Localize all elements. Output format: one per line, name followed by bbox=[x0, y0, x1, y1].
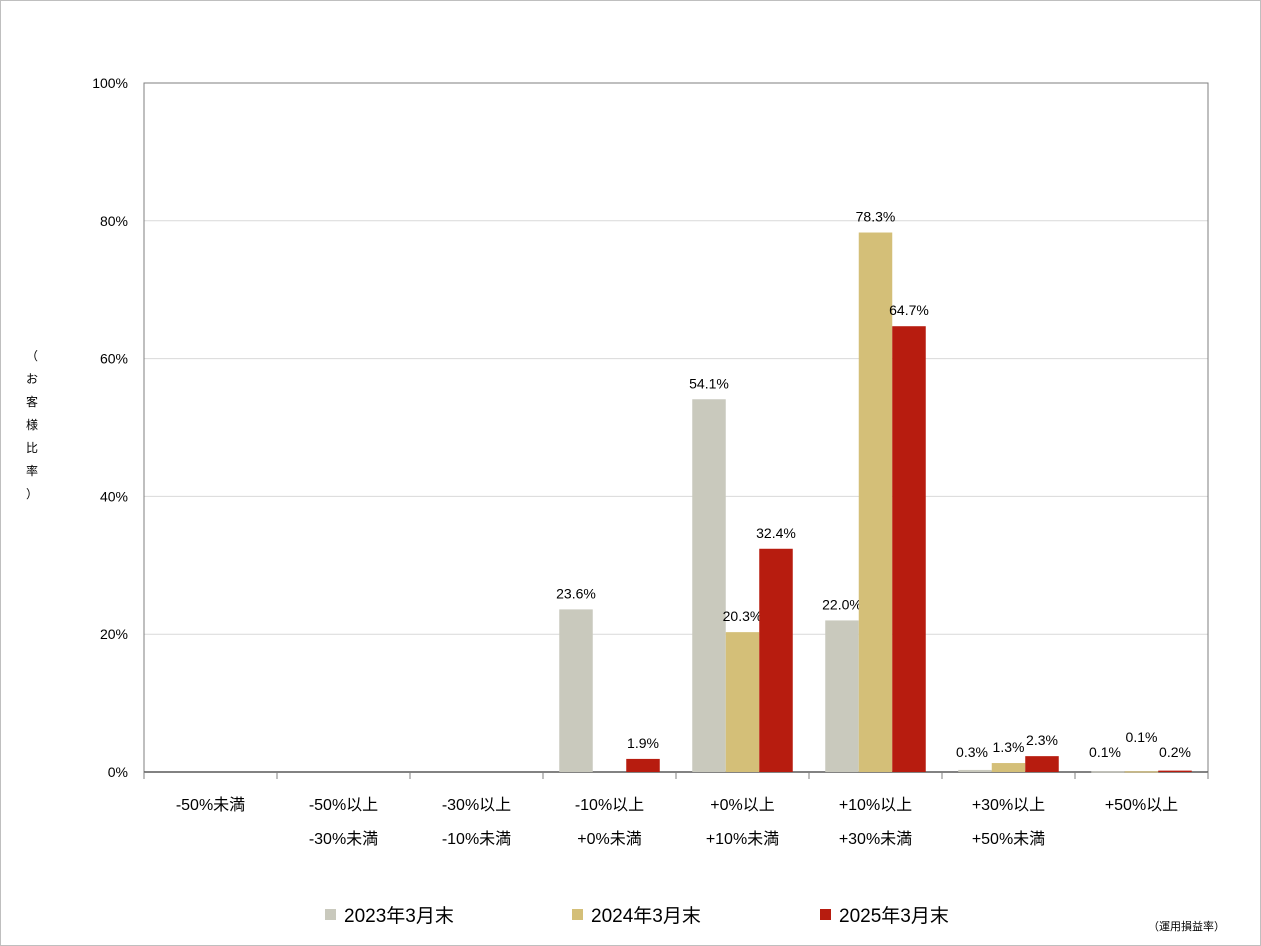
data-label: 20.3% bbox=[723, 608, 763, 624]
x-tick-label: +10%未満 bbox=[706, 830, 779, 848]
bar bbox=[1158, 770, 1192, 772]
y-axis-label-glyph: 様 bbox=[25, 418, 38, 432]
data-label: 0.1% bbox=[1126, 729, 1158, 745]
y-axis-label-glyph: 比 bbox=[25, 441, 38, 455]
y-axis-label-glyph: （ bbox=[25, 349, 38, 363]
x-tick-label: +30%以上 bbox=[972, 796, 1045, 814]
y-tick-label: 40% bbox=[100, 488, 128, 504]
x-tick-label: -10%以上 bbox=[575, 796, 644, 814]
y-axis-label-glyph: ） bbox=[25, 487, 38, 501]
x-tick-label: -10%未満 bbox=[442, 830, 511, 848]
legend-swatch-2024 bbox=[572, 908, 583, 920]
x-tick-label: +10%以上 bbox=[839, 796, 912, 814]
data-label: 1.9% bbox=[627, 735, 659, 751]
data-label: 32.4% bbox=[756, 525, 796, 541]
y-axis-label-glyph: 客 bbox=[25, 395, 38, 409]
bar bbox=[825, 620, 859, 772]
bar bbox=[692, 399, 726, 772]
x-tick-label: +0%以上 bbox=[710, 796, 774, 814]
bar bbox=[1025, 756, 1059, 772]
bar bbox=[858, 232, 893, 772]
bar bbox=[958, 769, 992, 772]
x-tick-label: +30%未満 bbox=[839, 830, 912, 848]
bar bbox=[1124, 771, 1159, 773]
y-axis-label-glyph: 率 bbox=[25, 464, 38, 478]
data-label: 0.3% bbox=[956, 744, 988, 760]
data-label: 78.3% bbox=[856, 209, 896, 225]
data-label: 22.0% bbox=[822, 596, 862, 612]
data-label: 2.3% bbox=[1026, 732, 1058, 748]
y-tick-label: 20% bbox=[100, 626, 128, 642]
bar bbox=[559, 609, 593, 772]
y-tick-label: 0% bbox=[108, 764, 128, 780]
legend-swatch-2023 bbox=[325, 908, 336, 920]
data-label: 0.2% bbox=[1159, 744, 1191, 760]
plot-area bbox=[143, 82, 1209, 773]
y-tick-label: 60% bbox=[100, 351, 128, 367]
x-tick-label: -30%未満 bbox=[309, 830, 378, 848]
data-label: 64.7% bbox=[889, 302, 929, 318]
data-label: 23.6% bbox=[556, 585, 596, 601]
legend-label-2024: 2024年3月末 bbox=[591, 905, 701, 927]
legend-item-2024: 2024年3月末 bbox=[572, 900, 701, 928]
bar bbox=[991, 763, 1026, 772]
y-tick-label: 80% bbox=[100, 213, 128, 229]
x-tick-label: -50%以上 bbox=[309, 796, 378, 814]
legend-label-2025: 2025年3月末 bbox=[839, 905, 949, 927]
bar bbox=[892, 326, 926, 772]
x-tick-label: +50%未満 bbox=[972, 830, 1045, 848]
legend-item-2025: 2025年3月末 bbox=[820, 900, 949, 928]
x-tick-label: +0%未満 bbox=[577, 830, 641, 848]
legend-item-2023: 2023年3月末 bbox=[325, 900, 454, 928]
data-label: 54.1% bbox=[689, 375, 729, 391]
x-tick-label: -30%以上 bbox=[442, 796, 511, 814]
legend-label-2023: 2023年3月末 bbox=[344, 905, 454, 927]
bar bbox=[759, 548, 793, 772]
y-axis-label: （ お客様比率 ） bbox=[22, 345, 42, 506]
y-tick-label: 100% bbox=[92, 75, 128, 91]
bar bbox=[1091, 771, 1125, 773]
data-label: 1.3% bbox=[993, 739, 1025, 755]
x-tick-label: -50%未満 bbox=[176, 796, 245, 814]
y-axis-label-glyph: お bbox=[25, 372, 38, 386]
bar bbox=[626, 758, 660, 772]
legend-swatch-2025 bbox=[820, 908, 831, 920]
x-tick-label: +50%以上 bbox=[1105, 796, 1178, 814]
bar bbox=[725, 632, 760, 772]
x-axis-note: （運用損益率） bbox=[1148, 921, 1225, 933]
data-label: 0.1% bbox=[1089, 744, 1121, 760]
